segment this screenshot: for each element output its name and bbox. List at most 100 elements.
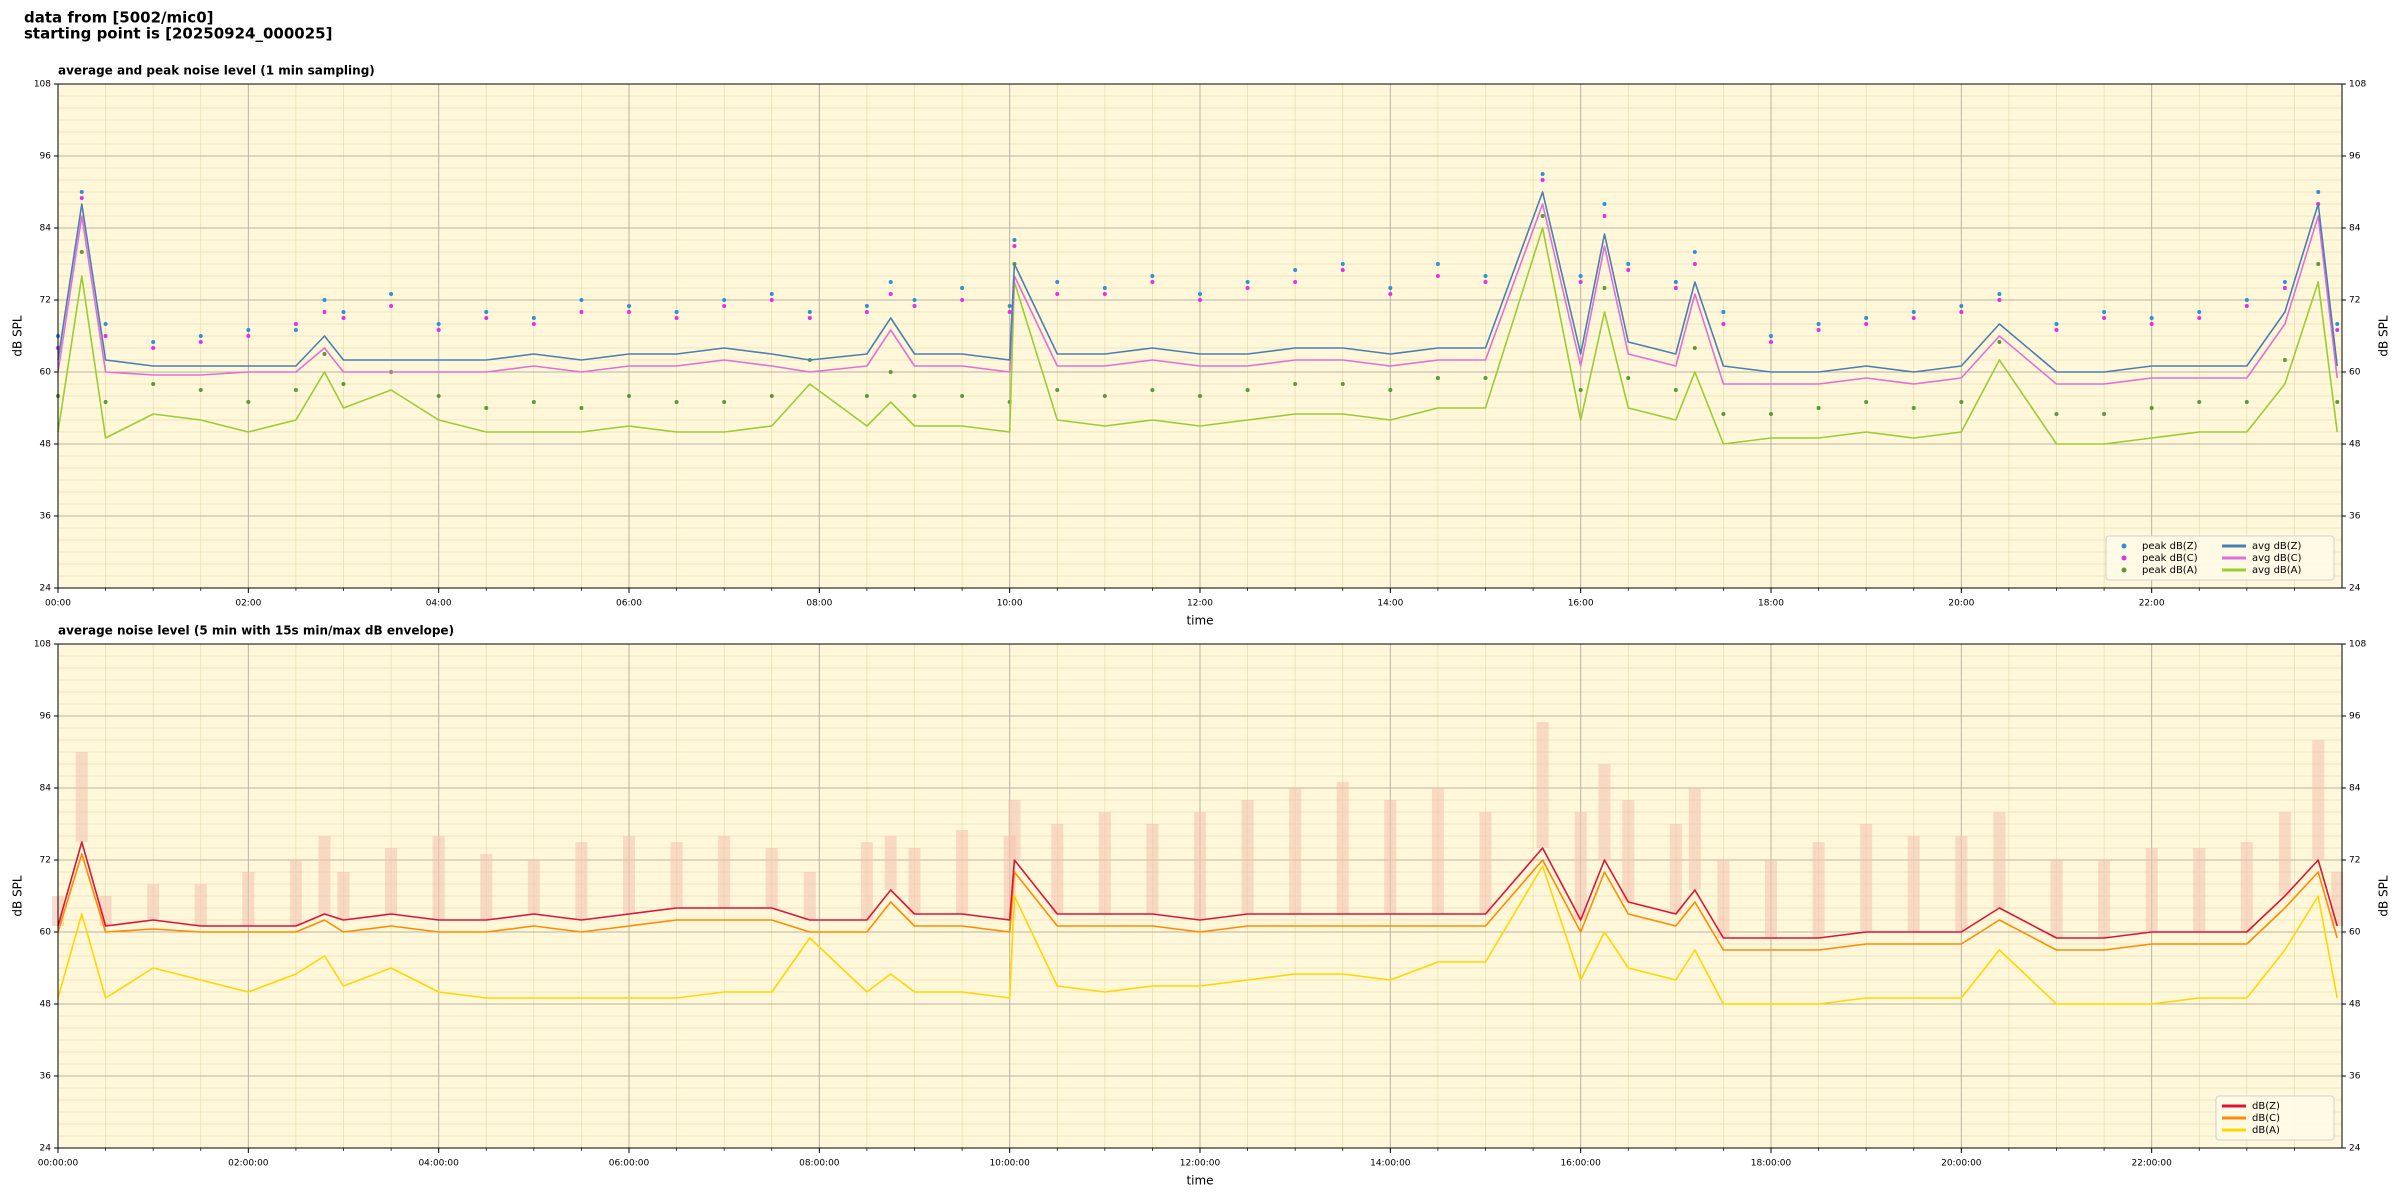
envelope-bar	[337, 872, 350, 920]
peak-point	[389, 304, 394, 308]
peak-point	[1626, 268, 1631, 272]
peak-point	[579, 406, 584, 410]
peak-point	[341, 382, 346, 386]
y-tick-label: 48	[40, 440, 52, 450]
peak-point	[103, 322, 108, 326]
legend-label: peak dB(A)	[2142, 565, 2198, 576]
envelope-bar	[956, 830, 969, 914]
peak-point	[79, 196, 84, 200]
envelope-bar	[147, 884, 160, 920]
y-axis-label: dB SPL	[11, 875, 25, 917]
header-line: data from [5002/mic0]	[24, 9, 214, 27]
envelope-bar	[2240, 842, 2253, 932]
x-tick-label: 04:00:00	[418, 1159, 459, 1169]
envelope-bar	[480, 854, 493, 920]
x-tick-label: 22:00:00	[2131, 1159, 2172, 1169]
peak-point	[1626, 376, 1631, 380]
peak-point	[888, 292, 893, 296]
peak-point	[1198, 298, 1202, 302]
peak-point	[436, 394, 441, 398]
peak-point	[627, 304, 631, 308]
envelope-bar	[908, 848, 921, 914]
peak-point	[1911, 406, 1916, 410]
y-tick-label: 96	[40, 712, 52, 722]
peak-point	[151, 340, 156, 344]
peak-point	[1055, 280, 1060, 284]
peak-point	[960, 298, 965, 302]
peak-point	[769, 292, 774, 296]
peak-point	[103, 334, 108, 338]
peak-point	[960, 394, 965, 398]
series-line	[57, 227, 2338, 445]
peak-point	[960, 286, 965, 290]
y-tick-label: 72	[40, 296, 51, 306]
y-tick-label: 36	[40, 1072, 52, 1082]
envelope-bar	[623, 836, 635, 914]
peak-point	[1721, 412, 1726, 416]
peak-point	[2054, 412, 2059, 416]
y2-tick-label: 84	[2349, 224, 2361, 234]
peak-point	[246, 334, 251, 338]
series-line	[57, 865, 2338, 1005]
peak-point	[1435, 262, 1440, 266]
peak-point	[1769, 334, 1773, 338]
y2-tick-label: 60	[2349, 368, 2361, 378]
peak-point	[912, 394, 917, 398]
peak-point	[1245, 280, 1250, 284]
peak-point	[1540, 214, 1545, 218]
envelope-bar	[2145, 848, 2158, 932]
envelope-bar	[1955, 836, 1968, 932]
peak-point	[1340, 262, 1345, 266]
peak-point	[1602, 202, 1607, 206]
peak-point	[322, 310, 327, 314]
envelope-bar	[1536, 722, 1549, 848]
peak-point	[1692, 250, 1697, 254]
peak-point	[1673, 280, 1678, 284]
series-line	[57, 191, 2338, 373]
envelope-bar	[385, 848, 398, 914]
peak-point	[1293, 382, 1298, 386]
peak-point	[79, 190, 84, 194]
peak-point	[1769, 412, 1773, 416]
peak-point	[1721, 310, 1726, 314]
peak-point	[769, 298, 774, 302]
peak-point	[2054, 322, 2059, 326]
peak-point	[1293, 268, 1298, 272]
peak-point	[2282, 286, 2287, 290]
envelope-bar	[1812, 842, 1825, 938]
envelope-bar	[2331, 872, 2344, 926]
peak-point	[1864, 400, 1869, 404]
legend-label: avg dB(C)	[2252, 553, 2302, 564]
legend-marker	[2121, 555, 2127, 561]
peak-point	[1388, 286, 1393, 290]
envelope-bar	[860, 842, 873, 920]
envelope-bar	[1146, 824, 1159, 914]
y2-axis-label: dB SPL	[2377, 315, 2391, 357]
peak-point	[864, 304, 869, 308]
peak-point	[1340, 268, 1345, 272]
peak-point	[151, 346, 156, 350]
envelope-bar	[75, 752, 88, 842]
legend-marker	[2121, 543, 2127, 549]
y2-axis-label: dB SPL	[2377, 875, 2391, 917]
peak-point	[1435, 376, 1440, 380]
y2-tick-label: 108	[2349, 640, 2366, 650]
x-tick-label: 06:00:00	[609, 1159, 650, 1169]
peak-point	[722, 298, 727, 302]
envelope-bar	[1574, 812, 1587, 920]
envelope-bar	[1384, 800, 1397, 914]
peak-point	[2102, 412, 2107, 416]
peak-point	[1864, 322, 1869, 326]
peak-point	[1673, 388, 1678, 392]
peak-point	[2102, 310, 2107, 314]
legend-label: peak dB(Z)	[2142, 541, 2198, 552]
x-tick-label: 04:00	[426, 599, 452, 609]
peak-point	[1007, 304, 1012, 308]
peak-point	[1602, 286, 1607, 290]
x-tick-label: 06:00	[616, 599, 642, 609]
peak-point	[888, 370, 893, 374]
envelope-bar	[2312, 740, 2325, 860]
peak-point	[1911, 310, 1916, 314]
